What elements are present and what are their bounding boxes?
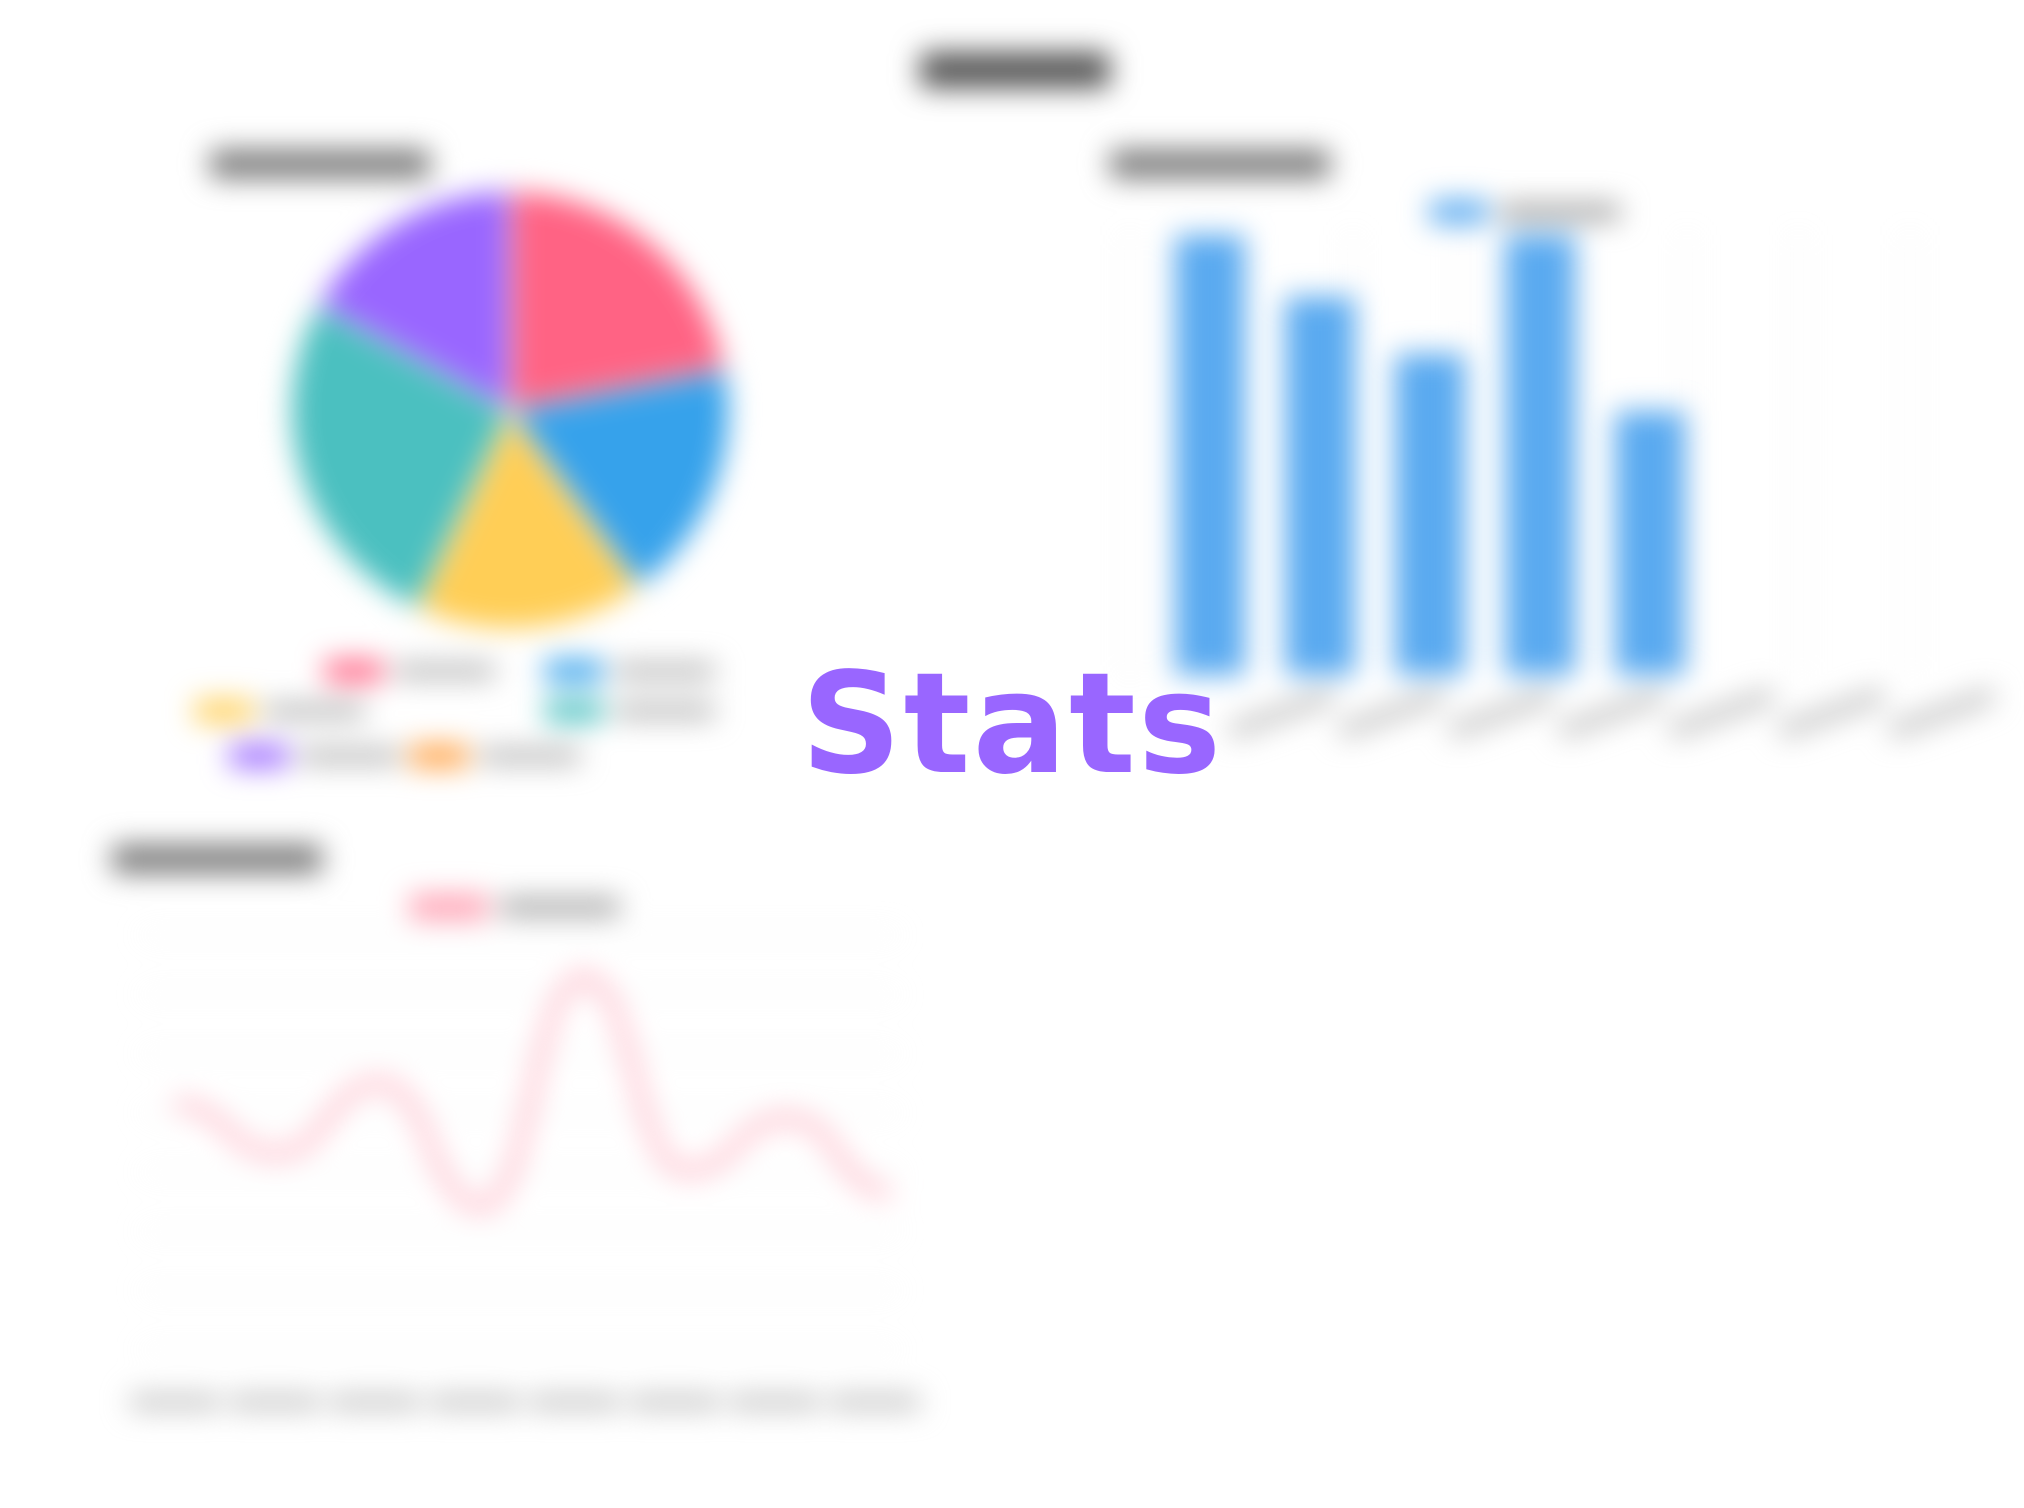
pie-legend-swatch [545, 700, 603, 722]
bar-tick-label-placeholder [1338, 688, 1445, 738]
line-tick-label-placeholder [630, 1395, 720, 1409]
pie-slices [288, 187, 732, 632]
line-tick-label-placeholder [130, 1395, 220, 1409]
line-tick-label-placeholder [430, 1395, 520, 1409]
line-legend-label-placeholder [500, 899, 620, 915]
pie-legend-label-placeholder [615, 704, 715, 718]
pie-legend-label-placeholder [480, 749, 580, 763]
bar-tick-label-placeholder [1558, 688, 1665, 738]
pie-slice [508, 187, 729, 413]
stats-title: Stats [800, 643, 1224, 806]
line-tick-label-placeholder [730, 1395, 820, 1409]
bar-tick-labels [1228, 688, 1995, 738]
line-chart [112, 845, 920, 1409]
bar [1175, 235, 1245, 675]
bar-tick-label-placeholder [1228, 688, 1335, 738]
bar [1285, 296, 1355, 675]
pie-legend-swatch [230, 745, 288, 767]
bar-chart-title-placeholder [1110, 150, 1330, 178]
bar-marks [1175, 235, 1685, 675]
line-series [174, 973, 891, 1211]
bar [1395, 353, 1465, 675]
pie-chart [195, 150, 732, 767]
pie-legend-swatch [545, 660, 603, 682]
line-tick-labels [130, 1395, 920, 1409]
bar-tick-label-placeholder [1448, 688, 1555, 738]
pie-slice [413, 406, 643, 632]
line-legend-swatch [410, 895, 488, 919]
pie-legend-label-placeholder [300, 749, 400, 763]
line-tick-label-placeholder [230, 1395, 320, 1409]
pie-legend-label-placeholder [615, 664, 715, 678]
bar-legend-swatch [1430, 200, 1488, 224]
pie-legend-label-placeholder [265, 704, 365, 718]
pie-legend-swatch [325, 660, 383, 682]
bar [1615, 411, 1685, 675]
line-tick-label-placeholder [830, 1395, 920, 1409]
bar-tick-label-placeholder [1668, 688, 1775, 738]
pie-slice [506, 366, 732, 591]
pie-legend [195, 660, 715, 767]
line-grid [140, 934, 900, 1351]
pie-slice [314, 187, 512, 414]
pie-legend-swatch [195, 700, 253, 722]
line-tick-label-placeholder [330, 1395, 420, 1409]
bar-chart [1110, 150, 1995, 738]
bar-legend-label-placeholder [1500, 204, 1620, 220]
line-chart-title-placeholder [112, 845, 322, 873]
bar-tick-label-placeholder [1778, 688, 1885, 738]
line-tick-label-placeholder [530, 1395, 620, 1409]
dashboard-heading-placeholder [920, 52, 1110, 88]
pie-legend-label-placeholder [395, 664, 495, 678]
bar-tick-label-placeholder [1888, 688, 1995, 738]
pie-chart-title-placeholder [210, 150, 430, 178]
bar [1505, 235, 1575, 675]
pie-legend-swatch [410, 745, 468, 767]
